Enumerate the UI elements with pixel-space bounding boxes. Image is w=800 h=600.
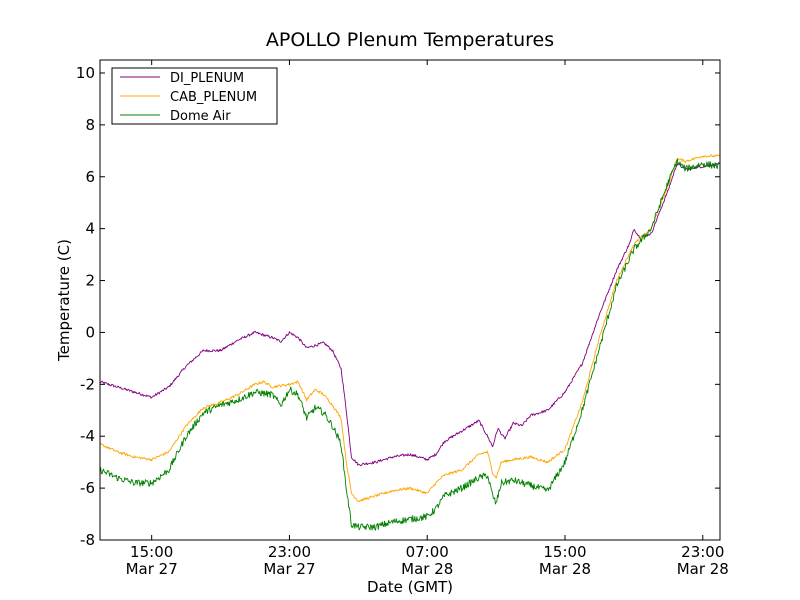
x-tick-label-time: 23:00 xyxy=(268,543,311,561)
y-tick-label: 10 xyxy=(76,64,95,82)
legend-label-di-plenum: DI_PLENUM xyxy=(170,71,244,86)
x-tick-label-time: 07:00 xyxy=(406,543,449,561)
y-tick-label: -4 xyxy=(80,427,95,445)
x-tick-label-date: Mar 28 xyxy=(401,560,453,578)
x-tick-label-date: Mar 28 xyxy=(539,560,591,578)
x-tick-label-date: Mar 28 xyxy=(677,560,729,578)
legend-label-cab-plenum: CAB_PLENUM xyxy=(170,90,257,105)
x-tick-label-time: 23:00 xyxy=(681,543,724,561)
y-tick-label: 8 xyxy=(85,116,95,134)
series-line-dome-air xyxy=(100,158,720,531)
x-tick-label-time: 15:00 xyxy=(543,543,586,561)
y-tick-label: 4 xyxy=(85,220,95,238)
x-tick-label-date: Mar 27 xyxy=(126,560,178,578)
series-line-di-plenum xyxy=(100,162,720,467)
chart-title: APOLLO Plenum Temperatures xyxy=(266,29,554,51)
y-tick-label: -2 xyxy=(80,375,95,393)
x-axis-label: Date (GMT) xyxy=(367,578,453,596)
x-tick-label-time: 15:00 xyxy=(130,543,173,561)
y-tick-label: 2 xyxy=(85,272,95,290)
y-tick-label: 6 xyxy=(85,168,95,186)
legend: DI_PLENUM CAB_PLENUM Dome Air xyxy=(111,67,278,125)
y-tick-label: 0 xyxy=(85,323,95,341)
y-tick-label: -8 xyxy=(80,531,95,549)
plot-frame xyxy=(99,59,721,541)
series-line-cab-plenum xyxy=(100,154,720,502)
y-tick-label: -6 xyxy=(80,479,95,497)
y-axis-label: Temperature (C) xyxy=(55,239,73,362)
series-layer xyxy=(100,154,720,531)
x-tick-label-date: Mar 27 xyxy=(263,560,315,578)
legend-label-dome-air: Dome Air xyxy=(170,109,231,124)
